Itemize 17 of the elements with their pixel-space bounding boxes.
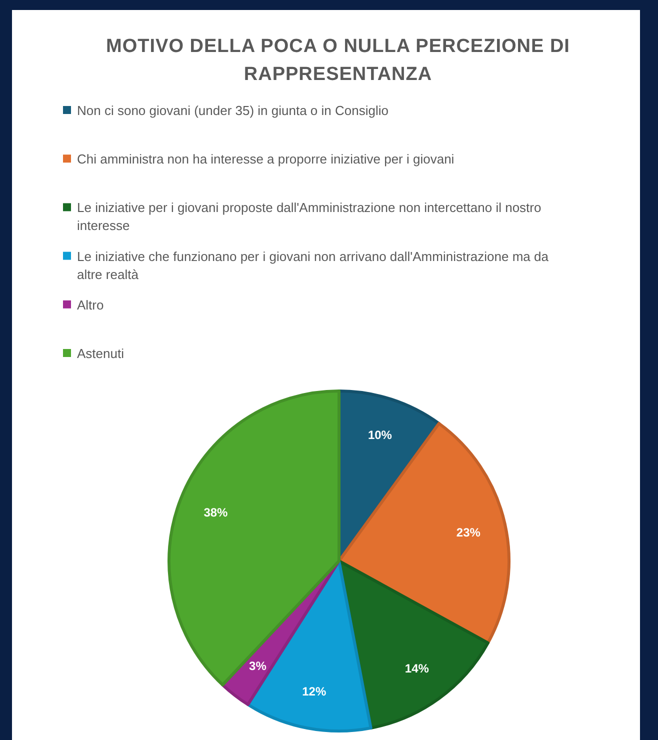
pie-slice [338, 560, 490, 730]
data-label: 14% [404, 661, 430, 676]
legend-label: Altro [77, 297, 104, 312]
legend-label: Astenuti [77, 346, 124, 361]
pie-slice [168, 390, 340, 686]
data-label: 3% [249, 658, 267, 673]
data-label: 10% [368, 428, 392, 442]
legend-label: Le iniziative che funzionano per i giovani non arrivano dall'Amministrazione ma da altre realtà [77, 248, 550, 282]
data-label: 23% [456, 525, 481, 540]
legend-label: Non ci sono giovani (under 35) in giunta o in Consiglio [77, 103, 388, 118]
pie-slice [338, 422, 510, 644]
legend-label: Chi amministra non ha interesse a proporre iniziative per i giovani [77, 152, 454, 167]
chart-title: MOTIVO DELLA POCA O NULLA PERCEZIONE DI RAPPRESENTANZA [106, 36, 570, 85]
legend-label: Le iniziative per i giovani proposte dall'Amministrazione non intercettano il nostro interesse [77, 200, 542, 234]
pie-slice [246, 560, 372, 732]
data-label: 12% [302, 684, 326, 698]
data-label: 38% [204, 505, 228, 520]
